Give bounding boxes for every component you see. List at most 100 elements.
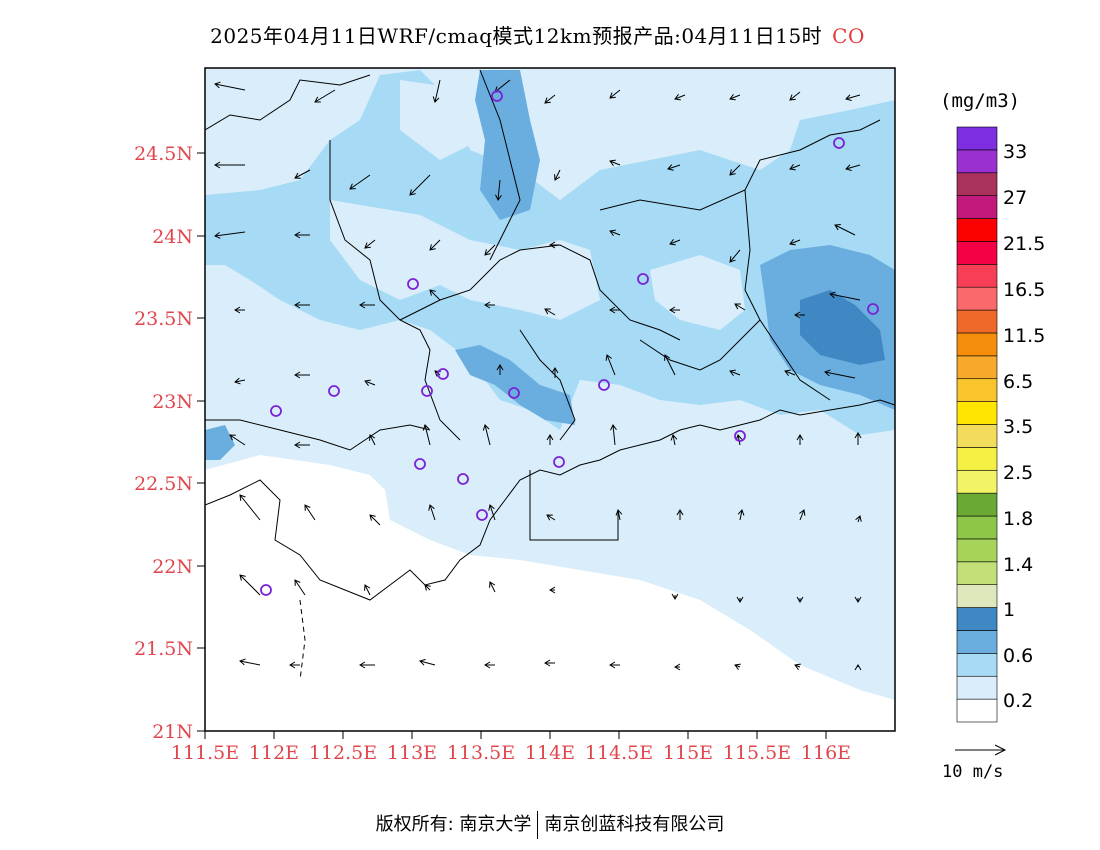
wind-arrow xyxy=(546,514,556,521)
wind-arrow xyxy=(369,434,376,446)
wind-arrow xyxy=(729,164,741,176)
colorbar-segment xyxy=(956,653,998,677)
wind-arrow xyxy=(364,239,376,249)
wind-arrow xyxy=(239,574,261,596)
lat-label-23-5n: 23.5N xyxy=(134,308,193,330)
colorbar-segment xyxy=(956,630,998,654)
station-marker xyxy=(421,385,433,397)
station-marker xyxy=(260,584,272,596)
wind-arrow xyxy=(671,593,679,600)
wind-arrow xyxy=(845,164,861,171)
wind-arrow xyxy=(789,164,801,171)
wind-arrow xyxy=(609,159,621,166)
longitude-axis: 111.5E 112E 112.5E 113E 113.5E 114E 114.… xyxy=(171,731,851,764)
wind-reference-arrow xyxy=(955,744,1007,756)
station-marker xyxy=(833,137,845,149)
colorbar-segment xyxy=(956,286,998,311)
wind-arrow xyxy=(737,509,745,521)
wind-arrow xyxy=(294,301,310,309)
province-boundary xyxy=(205,74,371,131)
wind-arrow xyxy=(799,509,806,521)
colorbar-segment xyxy=(956,332,998,357)
lon-label-113e: 113E xyxy=(387,742,437,764)
wind-arrow xyxy=(549,241,560,249)
colorbar-label-21-5: 21.5 xyxy=(1003,233,1046,255)
wind-arrow xyxy=(432,79,441,103)
wind-arrow xyxy=(789,91,801,101)
wind-arrow xyxy=(796,596,804,603)
wind-arrow xyxy=(546,434,554,445)
colorbar-segment xyxy=(956,241,998,265)
colorbar-label-0-6: 0.6 xyxy=(1003,645,1034,667)
wind-arrow xyxy=(609,89,621,99)
wind-arrow xyxy=(609,661,620,669)
station-marker xyxy=(476,509,488,521)
colorbar-segment xyxy=(956,469,998,494)
wind-vectors xyxy=(214,79,862,671)
wind-arrow xyxy=(364,379,376,386)
latitude-axis: 24.5N 24N 23.5N 23N 22.5N 22N 21.5N 21N xyxy=(134,143,205,743)
wind-arrow xyxy=(729,369,741,376)
title-main: 2025年04月11日WRF/cmaq模式12km预报产品:04月11日15时 xyxy=(210,24,823,48)
wind-arrow xyxy=(669,306,680,314)
colorbar-segment xyxy=(956,424,998,448)
wind-arrow xyxy=(796,434,804,445)
copyright-left: 版权所有: 南京大学 xyxy=(375,814,532,835)
wind-arrow xyxy=(667,164,681,171)
lon-label-113-5e: 113.5E xyxy=(447,742,515,764)
station-marker xyxy=(407,278,419,290)
colorbar-segment xyxy=(956,584,998,608)
wind-arrow xyxy=(794,311,805,319)
city-boundary-7 xyxy=(479,69,521,261)
colorbar-segment xyxy=(956,309,998,334)
hong-kong-boundary xyxy=(529,470,619,541)
wind-arrow xyxy=(488,504,496,521)
city-boundary-5 xyxy=(519,329,576,441)
wind-arrow xyxy=(674,663,681,671)
title-species: CO xyxy=(832,24,865,48)
wind-arrow xyxy=(854,432,862,445)
wind-arrow xyxy=(845,94,861,101)
wind-arrow xyxy=(784,369,796,376)
colorbar-segment xyxy=(956,447,998,471)
wind-arrow xyxy=(294,579,306,596)
wind-arrow xyxy=(364,584,371,596)
colorbar-unit: (mg/m3) xyxy=(940,90,1021,112)
lon-label-115-5e: 115.5E xyxy=(723,742,791,764)
wind-arrow xyxy=(409,174,431,196)
wind-arrow xyxy=(419,658,436,666)
colorbar-segment xyxy=(956,401,998,425)
wind-arrow xyxy=(729,249,741,263)
station-marker xyxy=(734,430,746,442)
copyright-right: 南京创蓝科技有限公司 xyxy=(544,814,725,835)
wind-arrow xyxy=(229,434,246,446)
lat-label-21-5n: 21.5N xyxy=(134,638,193,660)
wind-arrow xyxy=(824,369,856,379)
wind-arrow xyxy=(489,581,496,593)
wind-arrow xyxy=(422,424,431,446)
colorbar xyxy=(956,126,998,723)
wind-arrow xyxy=(609,306,620,314)
wind-arrow xyxy=(674,94,686,101)
station-marker xyxy=(867,303,879,315)
wind-arrow xyxy=(734,303,746,311)
colorbar-label-1-8: 1.8 xyxy=(1003,508,1034,530)
colorbar-label-27: 27 xyxy=(1003,187,1028,209)
colorbar-segment xyxy=(956,675,998,700)
colorbar-label-1-4: 1.4 xyxy=(1003,554,1034,576)
wind-arrow xyxy=(234,377,246,385)
wind-arrow xyxy=(424,584,431,591)
wind-arrow xyxy=(670,434,678,446)
wind-arrow xyxy=(349,174,371,190)
wind-arrow xyxy=(829,291,861,301)
wind-arrow xyxy=(854,664,862,671)
lon-label-114-5e: 114.5E xyxy=(585,742,653,764)
wind-arrow xyxy=(609,229,621,236)
colorbar-label-3-5: 3.5 xyxy=(1003,416,1034,438)
colorbar-segment xyxy=(956,172,998,196)
station-marker xyxy=(437,368,449,380)
colorbar-segment xyxy=(956,561,998,585)
colorbar-label-33: 33 xyxy=(1003,141,1028,163)
wind-reference-label: 10 m/s xyxy=(942,762,1004,782)
wind-arrow xyxy=(734,663,741,670)
